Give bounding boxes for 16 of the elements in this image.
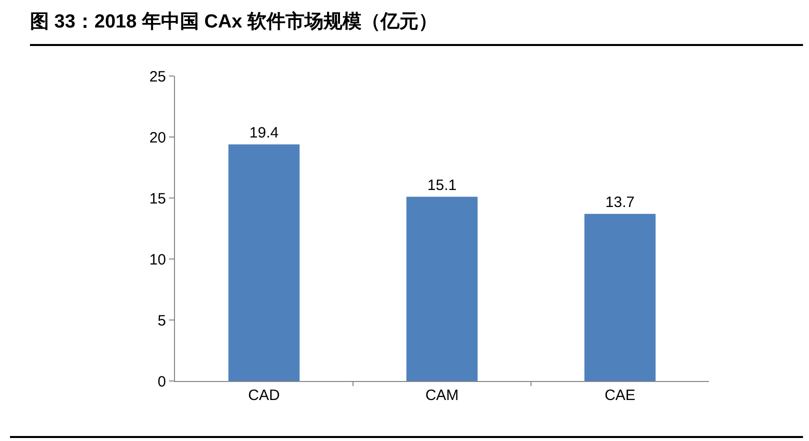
y-tick-label: 10 bbox=[149, 251, 166, 268]
data-label: 15.1 bbox=[427, 176, 457, 194]
y-tick-label: 0 bbox=[158, 373, 166, 390]
x-tick-label: CAE bbox=[604, 387, 636, 404]
y-tick-label: 25 bbox=[149, 68, 166, 86]
y-tick-label: 5 bbox=[158, 312, 166, 330]
data-label: 13.7 bbox=[605, 194, 635, 211]
y-tick-label: 15 bbox=[149, 190, 166, 208]
x-tick-label: CAM bbox=[425, 387, 459, 404]
bar bbox=[228, 144, 300, 381]
bar bbox=[584, 214, 656, 381]
x-tick-label: CAD bbox=[248, 387, 280, 404]
y-tick-label: 20 bbox=[149, 129, 166, 146]
chart-title: 图 33：2018 年中国 CAx 软件市场规模（亿元） bbox=[30, 10, 438, 33]
data-label: 19.4 bbox=[249, 124, 279, 142]
bar bbox=[406, 196, 478, 381]
